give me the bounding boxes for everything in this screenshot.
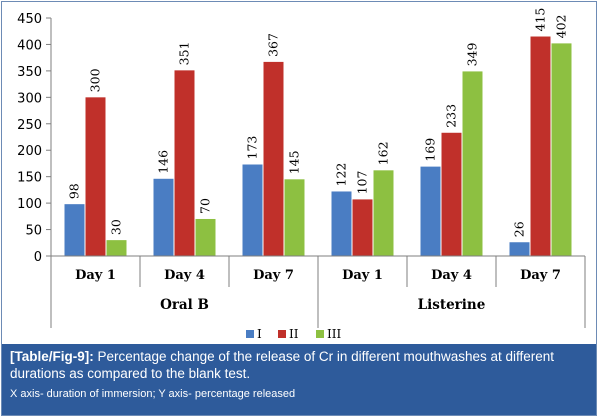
y-tick-label: 50 xyxy=(25,224,42,239)
bar xyxy=(106,240,127,256)
figure-caption: [Table/Fig-9]: Percentage change of the … xyxy=(2,344,596,415)
x-category-label: Day 1 xyxy=(342,268,383,283)
x-category-label: Day 4 xyxy=(431,268,472,283)
bar xyxy=(64,204,85,256)
bar xyxy=(420,166,441,256)
bar xyxy=(242,164,263,256)
bar xyxy=(153,178,174,256)
data-label: 162 xyxy=(376,141,391,165)
bar xyxy=(551,43,572,257)
bar xyxy=(195,218,216,256)
data-label: 349 xyxy=(465,43,480,67)
bar xyxy=(373,170,394,256)
y-tick-label: 300 xyxy=(17,91,42,106)
data-label: 30 xyxy=(109,219,124,235)
legend-label: I xyxy=(257,327,262,341)
data-label: 98 xyxy=(67,183,82,199)
data-label: 300 xyxy=(88,68,103,92)
data-label: 169 xyxy=(423,138,438,162)
caption-subtext: X axis- duration of immersion; Y axis- p… xyxy=(10,388,296,400)
y-tick-label: 350 xyxy=(17,65,42,80)
data-label: 122 xyxy=(334,163,349,187)
legend-swatch xyxy=(316,330,324,338)
y-tick-label: 200 xyxy=(17,144,42,159)
x-category-label: Day 7 xyxy=(253,268,294,283)
y-tick-label: 150 xyxy=(17,171,42,186)
data-label: 146 xyxy=(156,150,171,174)
data-label: 107 xyxy=(355,171,370,195)
legend-swatch xyxy=(246,330,254,338)
data-label: 70 xyxy=(198,198,213,214)
y-tick-label: 250 xyxy=(17,118,42,133)
x-category-label: Day 7 xyxy=(520,268,561,283)
caption-text: Percentage change of the release of Cr i… xyxy=(10,349,555,381)
x-category-label: Day 4 xyxy=(164,268,205,283)
bar xyxy=(352,199,373,256)
x-group-label: Listerine xyxy=(418,297,486,313)
data-label: 415 xyxy=(533,8,548,32)
bar xyxy=(441,132,462,256)
y-tick-label: 400 xyxy=(17,38,42,53)
bar xyxy=(174,70,195,256)
bar xyxy=(462,71,483,256)
data-label: 173 xyxy=(245,136,260,160)
bar xyxy=(331,191,352,256)
data-label: 26 xyxy=(512,221,527,237)
data-label: 145 xyxy=(287,150,302,174)
legend-label: III xyxy=(327,327,341,341)
bar xyxy=(85,97,106,256)
y-tick-label: 100 xyxy=(17,197,42,212)
y-tick-label: 450 xyxy=(17,12,42,27)
x-category-label: Day 1 xyxy=(75,268,116,283)
data-label: 351 xyxy=(177,42,192,66)
x-group-label: Oral B xyxy=(160,297,209,313)
data-label: 402 xyxy=(554,15,569,39)
bar xyxy=(284,179,305,256)
y-tick-label: 0 xyxy=(34,250,42,265)
bar xyxy=(509,242,530,256)
caption-main: [Table/Fig-9]: Percentage change of the … xyxy=(10,348,588,382)
data-label: 233 xyxy=(444,104,459,128)
data-label: 367 xyxy=(266,33,281,57)
legend-swatch xyxy=(278,330,286,338)
bar xyxy=(530,36,551,257)
legend-label: II xyxy=(289,327,299,341)
bar xyxy=(263,61,284,256)
caption-tag: [Table/Fig-9]: xyxy=(10,349,94,364)
bar-chart: 0 50 100 150 200 250 300 350 400 450 98 146 173 122 16… xyxy=(17,8,586,341)
